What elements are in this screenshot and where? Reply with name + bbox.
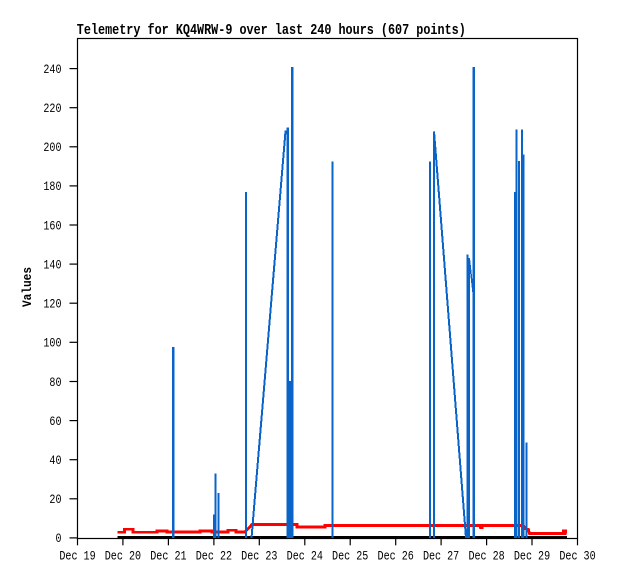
svg-text:20: 20 xyxy=(49,492,61,507)
svg-text:Dec 21: Dec 21 xyxy=(150,549,186,564)
svg-text:Dec 19: Dec 19 xyxy=(59,549,95,564)
svg-text:Dec 22: Dec 22 xyxy=(196,549,232,564)
svg-text:40: 40 xyxy=(49,453,61,468)
svg-text:Dec 26: Dec 26 xyxy=(378,549,414,564)
svg-text:80: 80 xyxy=(49,375,61,390)
svg-text:Values: Values xyxy=(20,267,35,307)
svg-text:60: 60 xyxy=(49,414,61,429)
svg-text:140: 140 xyxy=(43,257,61,272)
svg-text:120: 120 xyxy=(43,297,61,312)
svg-text:180: 180 xyxy=(43,179,61,194)
svg-text:Dec 20: Dec 20 xyxy=(105,549,141,564)
svg-text:160: 160 xyxy=(43,218,61,233)
svg-text:0: 0 xyxy=(56,531,62,546)
svg-text:Dec 23: Dec 23 xyxy=(241,549,277,564)
svg-text:240: 240 xyxy=(43,62,61,77)
svg-text:220: 220 xyxy=(43,101,61,116)
svg-text:Dec 25: Dec 25 xyxy=(332,549,368,564)
svg-text:Dec 29: Dec 29 xyxy=(514,549,550,564)
svg-text:Dec 27: Dec 27 xyxy=(423,549,459,564)
svg-text:100: 100 xyxy=(43,336,61,351)
svg-text:Dec 24: Dec 24 xyxy=(287,549,323,564)
svg-text:200: 200 xyxy=(43,140,61,155)
svg-text:Dec 30: Dec 30 xyxy=(559,549,595,564)
svg-text:Telemetry for KQ4WRW-9 over la: Telemetry for KQ4WRW-9 over last 240 hou… xyxy=(77,22,466,39)
svg-text:Dec 28: Dec 28 xyxy=(468,549,504,564)
